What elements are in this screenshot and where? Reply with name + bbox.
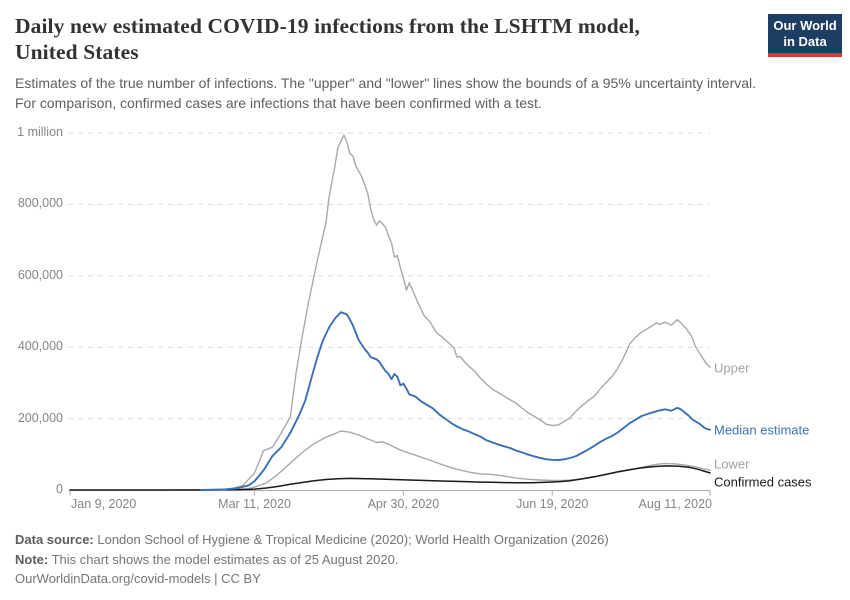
series-label-median-estimate: Median estimate [714,422,810,438]
note-label: Note: [15,551,49,567]
y-tick-label-600000: 600,000 [17,267,63,282]
owid-logo-red-bar [768,53,842,57]
y-tick-label-800000: 800,000 [17,196,63,211]
owid-logo-line2: in Data [783,34,827,49]
y-tick-label-0: 0 [56,482,63,496]
note-text: This chart shows the model estimates as … [48,551,399,567]
series-line-upper [200,134,711,491]
owid-logo-line1: Our World [773,18,837,33]
x-tick-label-62: Mar 11, 2020 [218,497,291,511]
y-tick-label-200000: 200,000 [17,410,63,425]
x-tick-label-0: Jan 9, 2020 [71,497,137,511]
note-line: Note: This chart shows the model estimat… [15,550,609,570]
chart-subtitle: Estimates of the true number of infectio… [15,74,756,113]
y-tick-label-400000: 400,000 [17,339,63,354]
series-line-confirmed-cases [69,465,711,491]
owid-logo-text: Our World in Data [768,14,842,53]
x-tick-label-215: Aug 11, 2020 [638,497,712,511]
x-tick-label-112: Apr 30, 2020 [367,497,440,511]
citation-line: OurWorldinData.org/covid-models | CC BY [15,571,261,586]
series-label-confirmed-cases: Confirmed cases [714,474,812,490]
chart-subtitle-line1: Estimates of the true number of infectio… [15,75,757,91]
page-title: Daily new estimated COVID-19 infections … [15,13,640,65]
series-label-lower: Lower [714,456,750,472]
series-label-upper: Upper [714,360,750,376]
page-title-line1: Daily new estimated COVID-19 infections … [15,14,640,38]
page-title-line2: United States [15,40,139,64]
data-source-line: Data source: London School of Hygiene & … [15,530,609,550]
chart-subtitle-line2: For comparison, confirmed cases are infe… [15,94,542,111]
data-source-text: London School of Hygiene & Tropical Medi… [93,532,609,547]
data-source-label: Data source: [15,532,94,547]
x-tick-label-162: Jun 19, 2020 [516,497,589,511]
y-tick-label-1000000: 1 million [17,125,63,139]
series-line-median-estimate [200,311,711,491]
owid-logo: Our World in Data [768,14,842,57]
chart-footer: Data source: London School of Hygiene & … [15,530,609,589]
